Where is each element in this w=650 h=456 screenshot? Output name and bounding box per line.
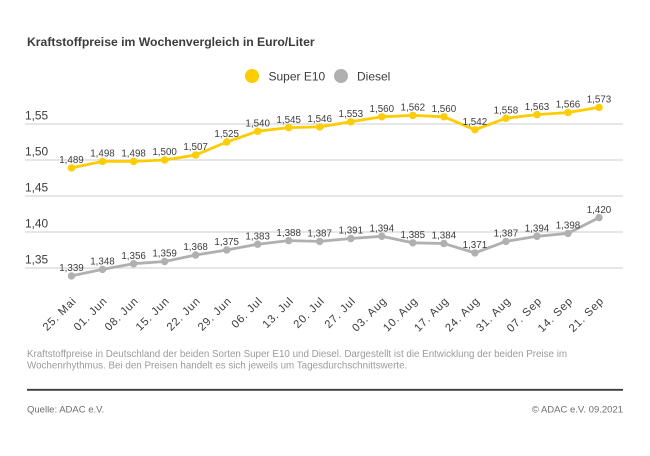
svg-text:1,50: 1,50 [25, 145, 49, 159]
svg-text:1,371: 1,371 [463, 240, 488, 251]
svg-text:1,489: 1,489 [59, 155, 84, 166]
svg-text:1,55: 1,55 [25, 109, 49, 123]
svg-text:1,542: 1,542 [463, 117, 488, 128]
svg-text:1,385: 1,385 [401, 230, 426, 241]
svg-text:20. Jul: 20. Jul [292, 295, 328, 331]
svg-text:1,560: 1,560 [370, 104, 395, 115]
svg-text:1,348: 1,348 [90, 257, 115, 268]
svg-text:1,560: 1,560 [432, 104, 457, 115]
svg-text:1,573: 1,573 [587, 95, 612, 106]
svg-text:1,545: 1,545 [276, 115, 301, 126]
svg-text:1,375: 1,375 [214, 237, 239, 248]
svg-text:1,546: 1,546 [307, 114, 332, 125]
svg-text:1,384: 1,384 [432, 231, 457, 242]
svg-text:1,391: 1,391 [339, 226, 364, 237]
svg-text:1,45: 1,45 [25, 181, 49, 195]
svg-text:1,356: 1,356 [121, 251, 146, 262]
svg-text:© ADAC e.V. 09.2021: © ADAC e.V. 09.2021 [532, 404, 623, 415]
svg-text:1,394: 1,394 [525, 224, 550, 235]
svg-text:Diesel: Diesel [357, 70, 390, 84]
svg-text:29. Jun: 29. Jun [196, 295, 234, 333]
svg-text:1,507: 1,507 [183, 142, 208, 153]
svg-text:1,553: 1,553 [339, 109, 364, 120]
svg-text:Super E10: Super E10 [269, 70, 326, 84]
svg-text:Kraftstoffpreise in Deutschlan: Kraftstoffpreise in Deutschland der beid… [27, 349, 567, 360]
svg-text:1,498: 1,498 [121, 149, 146, 160]
svg-text:13. Jul: 13. Jul [261, 295, 297, 331]
svg-text:1,394: 1,394 [370, 224, 395, 235]
svg-text:1,368: 1,368 [183, 242, 208, 253]
svg-text:1,359: 1,359 [152, 249, 177, 260]
svg-text:1,566: 1,566 [556, 100, 581, 111]
svg-text:1,563: 1,563 [525, 102, 550, 113]
svg-text:Wochenrhythmus. Bei den Preise: Wochenrhythmus. Bei den Preisen handelt … [27, 360, 407, 371]
svg-text:Quelle: ADAC e.V.: Quelle: ADAC e.V. [27, 404, 104, 415]
svg-text:1,387: 1,387 [307, 229, 332, 240]
svg-text:1,398: 1,398 [556, 221, 581, 232]
svg-text:1,500: 1,500 [152, 147, 177, 158]
svg-text:1,562: 1,562 [401, 103, 426, 114]
svg-text:1,558: 1,558 [494, 105, 519, 116]
svg-text:1,540: 1,540 [245, 118, 270, 129]
svg-text:1,35: 1,35 [25, 253, 49, 267]
svg-text:Kraftstoffpreise im Wochenverg: Kraftstoffpreise im Wochenvergleich in E… [27, 35, 315, 49]
svg-text:1,498: 1,498 [90, 149, 115, 160]
svg-text:1,525: 1,525 [214, 129, 239, 140]
svg-text:1,383: 1,383 [245, 231, 270, 242]
svg-text:1,387: 1,387 [494, 229, 519, 240]
svg-text:06. Jul: 06. Jul [230, 295, 266, 331]
svg-text:1,40: 1,40 [25, 217, 49, 231]
svg-text:1,388: 1,388 [276, 228, 301, 239]
svg-text:1,420: 1,420 [587, 205, 612, 216]
svg-text:1,339: 1,339 [59, 263, 84, 274]
